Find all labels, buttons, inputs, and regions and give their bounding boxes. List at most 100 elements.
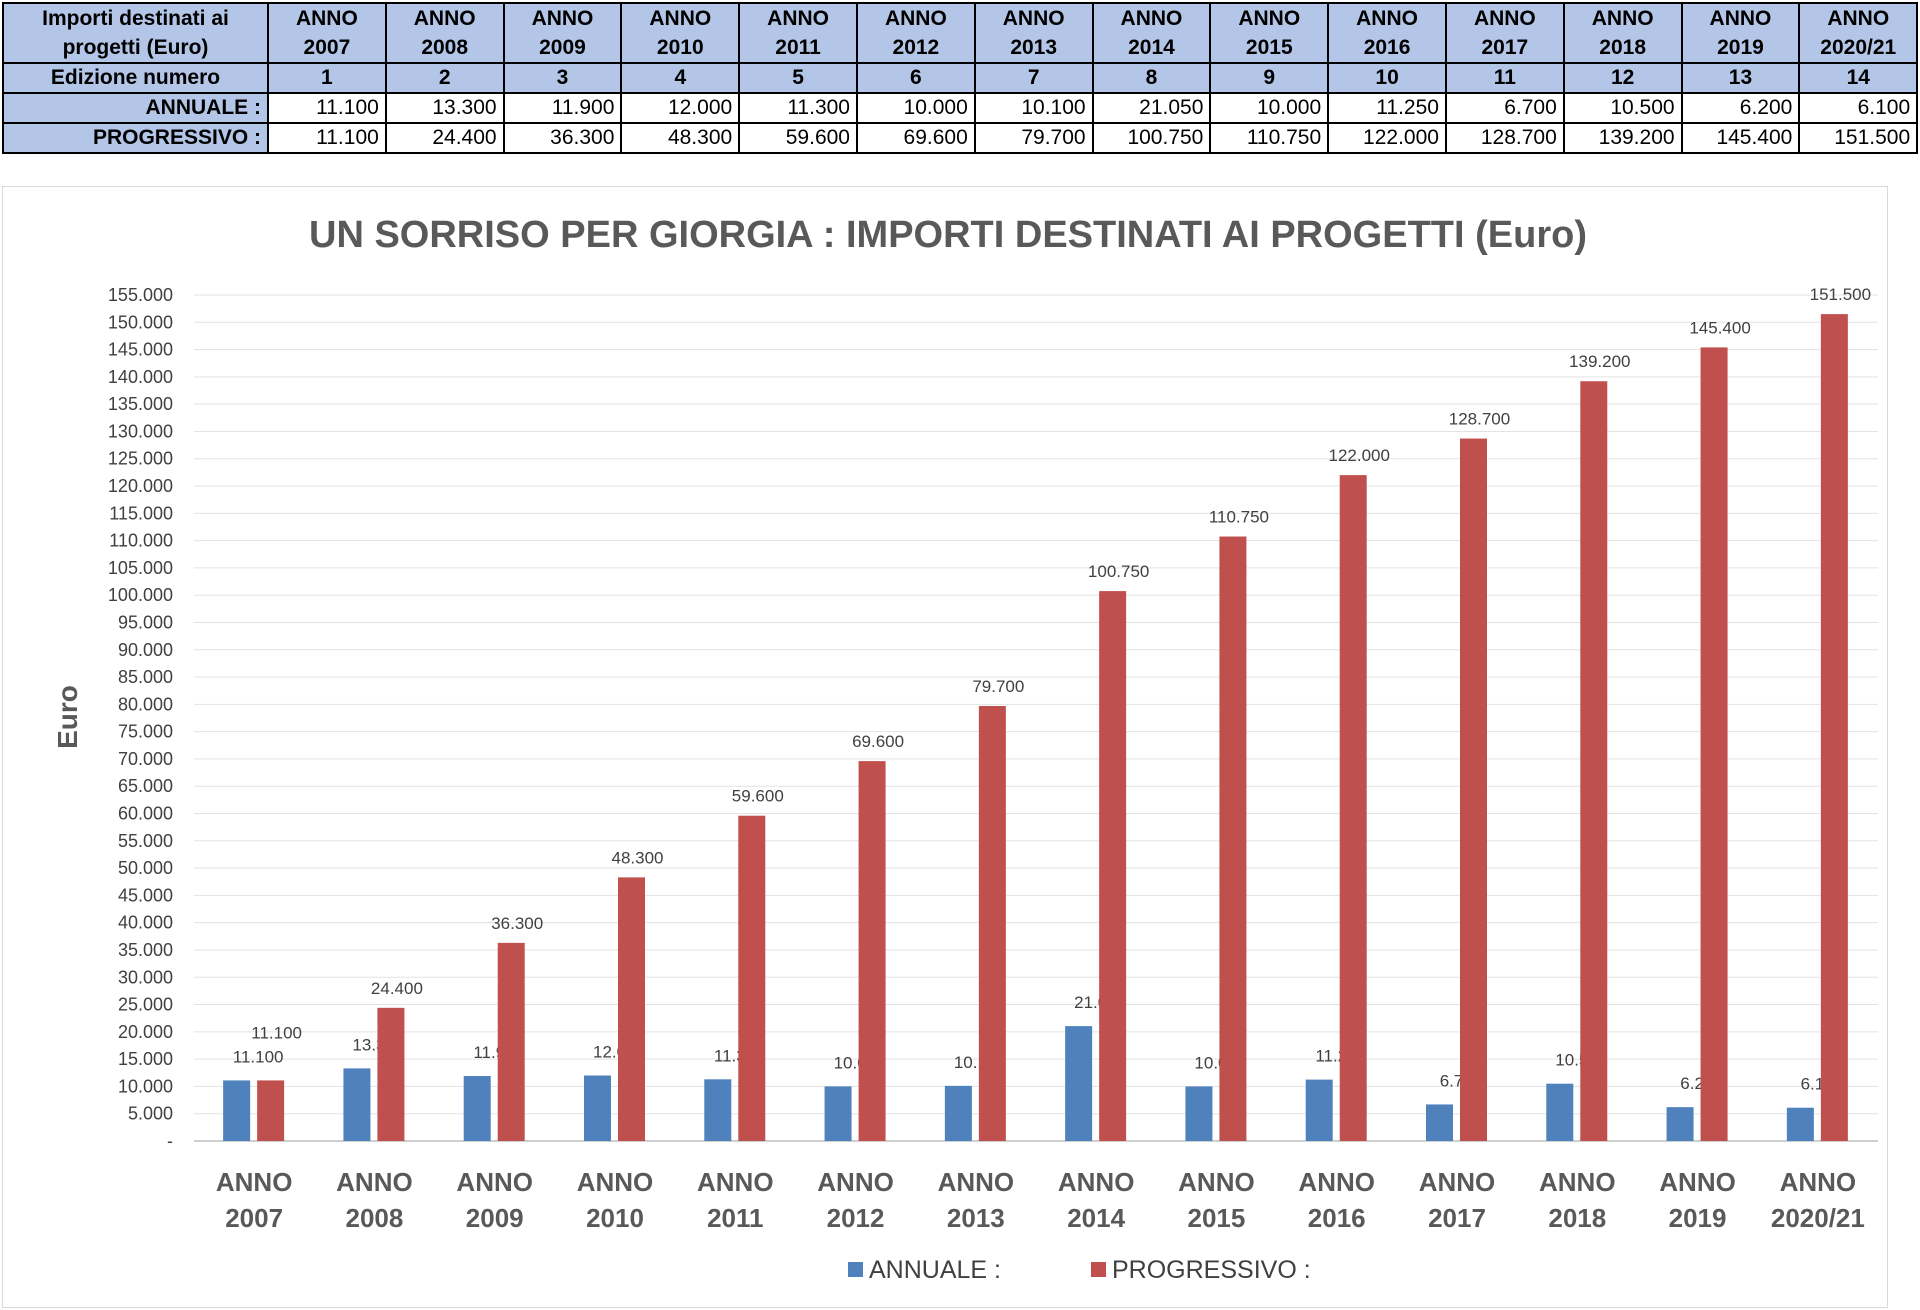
bar-progressivo [738,815,766,1141]
y-tick-label: 150.000 [108,312,173,332]
data-label: 151.500 [1810,285,1871,304]
y-tick-label: 80.000 [118,694,173,714]
y-tick-label: 20.000 [118,1022,173,1042]
row-label: Edizione numero [2,62,269,94]
column-header: ANNO 2014 [1091,2,1212,64]
column-header: ANNO 2019 [1680,2,1801,64]
bar-progressivo [377,1007,405,1141]
table-cell: 13 [1680,62,1801,94]
data-label: 69.600 [852,732,904,751]
bar-annuale [343,1068,371,1141]
table-cell: 11.100 [267,92,387,124]
table-cell: 151.500 [1798,122,1919,154]
table-cell: 128.700 [1444,122,1565,154]
table-cell: 10.000 [1209,92,1330,124]
table-cell: 11 [1444,62,1565,94]
table-cell: 79.700 [973,122,1094,154]
y-tick-label: 70.000 [118,749,173,769]
x-tick-label: ANNO [1659,1167,1736,1197]
y-axis-label: Euro [52,685,83,749]
y-tick-label: 155.000 [108,285,173,305]
x-tick-label: ANNO [697,1167,774,1197]
x-tick-label: 2011 [707,1203,763,1233]
y-tick-label: 15.000 [118,1049,173,1069]
data-table: Importi destinati ai progetti (Euro) ANNO… [2,2,1919,154]
x-tick-label: 2020/21 [1771,1203,1865,1233]
table-cell: 10.000 [855,92,976,124]
legend-swatch-annuale [848,1262,863,1277]
table-cell: 69.600 [855,122,976,154]
table-cell: 8 [1091,62,1212,94]
bar-annuale [1666,1107,1694,1141]
bar-annuale [704,1079,732,1141]
data-label: 48.300 [612,848,664,867]
y-tick-label: 105.000 [108,558,173,578]
x-tick-label: ANNO [456,1167,533,1197]
y-tick-label: 140.000 [108,367,173,387]
table-cell: 24.400 [384,122,505,154]
table-cell: 110.750 [1209,122,1330,154]
table-cell: 6 [855,62,976,94]
table-cell: 5 [738,62,858,94]
table-cell: 12 [1562,62,1683,94]
legend-label: ANNUALE : [869,1256,1001,1284]
data-label: 24.400 [371,979,423,998]
y-tick-label: 145.000 [108,340,173,360]
column-header: ANNO 2007 [267,2,387,64]
bar-annuale [1786,1107,1814,1141]
bar-progressivo [1460,438,1487,1141]
x-tick-label: 2013 [947,1203,1005,1233]
column-header: ANNO 2011 [738,2,858,64]
bar-progressivo [257,1080,285,1141]
column-header: ANNO 2013 [973,2,1094,64]
y-tick-label: 35.000 [118,940,173,960]
x-tick-label: ANNO [577,1167,654,1197]
y-tick-label: 50.000 [118,858,173,878]
x-tick-label: 2018 [1548,1203,1606,1233]
data-label: 59.600 [732,787,784,806]
y-tick-label: 125.000 [108,449,173,469]
data-label: 110.750 [1209,508,1269,527]
table-row: ANNUALE :11.100 13.300 11.900 12.000 11.300 1… [2,92,1919,124]
table-cell: 48.300 [620,122,741,154]
column-header: ANNO 2010 [620,2,741,64]
y-tick-label: 30.000 [118,967,173,987]
table-cell: 10.500 [1562,92,1683,124]
x-tick-label: ANNO [1419,1167,1496,1197]
table-header-row: Importi destinati ai progetti (Euro) ANNO… [2,2,1919,64]
table-cell: 59.600 [738,122,858,154]
y-tick-label: 40.000 [118,913,173,933]
table-cell: 10.100 [973,92,1094,124]
table-row: Edizione numero 1 2 3 4 5 6 7 8 9 10 11 12 13 14 [2,62,1919,94]
x-tick-label: 2012 [827,1203,885,1233]
bar-annuale [1185,1086,1213,1141]
y-tick-label: 130.000 [108,421,173,441]
table-cell: 6.700 [1444,92,1565,124]
y-tick-label: 90.000 [118,640,173,660]
bar-progressivo [1580,381,1608,1141]
table-cell: 11.250 [1327,92,1447,124]
table-cell: 9 [1209,62,1330,94]
table-cell: 145.400 [1680,122,1801,154]
y-tick-label: 75.000 [118,722,173,742]
legend-swatch-progressivo [1091,1262,1106,1277]
bar-progressivo [497,942,525,1141]
bar-progressivo [1339,475,1367,1142]
column-header: ANNO 2018 [1562,2,1683,64]
table-cell: 139.200 [1562,122,1683,154]
bar-annuale [824,1086,852,1141]
bar-progressivo [1700,347,1728,1141]
data-label: 139.200 [1569,352,1630,371]
table-cell: 2 [384,62,505,94]
table-header-label: Importi destinati ai progetti (Euro) [2,2,269,64]
bar-annuale [944,1085,972,1141]
x-tick-label: 2009 [466,1203,524,1233]
x-tick-label: 2015 [1188,1203,1246,1233]
data-label: 11.100 [251,1023,302,1042]
table-cell: 11.900 [502,92,623,124]
column-header: ANNO 2017 [1444,2,1565,64]
y-tick-label: 120.000 [108,476,173,496]
x-tick-label: ANNO [1539,1167,1616,1197]
y-tick-label: 55.000 [118,831,173,851]
bar-annuale [463,1076,491,1141]
